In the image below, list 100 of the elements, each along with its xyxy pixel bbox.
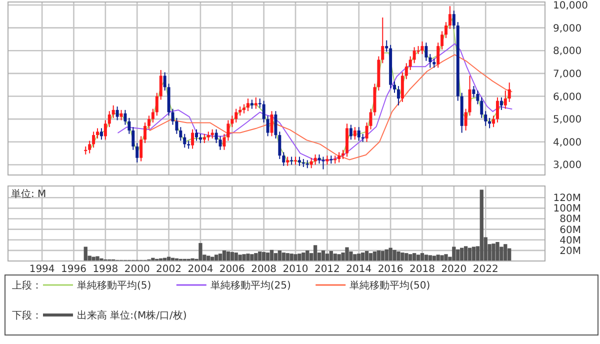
bar xyxy=(266,252,270,261)
candlestick xyxy=(393,80,396,94)
candlestick xyxy=(246,98,250,112)
bar xyxy=(416,254,420,261)
candlestick xyxy=(504,90,507,110)
bar xyxy=(84,246,88,261)
x-tick-label: 1996 xyxy=(61,264,86,275)
bar xyxy=(496,242,500,261)
y-tick-label: 9,000 xyxy=(553,23,582,34)
candlestick xyxy=(112,104,115,118)
candlestick xyxy=(108,110,111,128)
candlestick xyxy=(314,154,317,166)
bar xyxy=(388,248,392,261)
candlestick xyxy=(230,115,234,128)
candlestick xyxy=(124,109,127,126)
bar xyxy=(472,246,476,261)
bar xyxy=(325,254,330,261)
candlestick xyxy=(452,10,456,30)
x-tick-label: 1998 xyxy=(92,264,118,275)
candlestick xyxy=(472,85,476,98)
bar xyxy=(313,245,318,261)
x-tick-label: 2012 xyxy=(314,264,340,275)
bar xyxy=(380,250,384,261)
legend-label: 出来高 単位:(M株/口/枚) xyxy=(77,310,187,322)
bar xyxy=(400,252,404,261)
bar xyxy=(230,252,234,261)
candlestick xyxy=(432,58,436,68)
candlestick xyxy=(480,96,484,118)
bar xyxy=(408,254,412,261)
candlestick xyxy=(412,46,416,64)
candlestick xyxy=(298,156,301,166)
y-tick-label: 4,000 xyxy=(553,137,582,148)
legend-title: 上段： xyxy=(12,280,42,292)
candlestick xyxy=(385,40,388,52)
candlestick xyxy=(408,56,412,71)
candlestick xyxy=(100,128,103,140)
bar xyxy=(254,253,258,261)
candlestick xyxy=(116,106,119,121)
candlestick xyxy=(218,136,222,150)
x-tick-label: 2002 xyxy=(156,264,182,275)
candlestick xyxy=(492,115,496,128)
x-tick-label: 2010 xyxy=(282,264,308,275)
bar xyxy=(456,249,460,261)
line-series xyxy=(118,43,512,161)
candlestick xyxy=(175,117,178,134)
bar xyxy=(246,254,250,261)
bar xyxy=(349,251,353,261)
bar xyxy=(333,254,337,261)
candlestick xyxy=(496,96,499,124)
x-tick-label: 2004 xyxy=(188,264,214,275)
bar xyxy=(250,254,254,261)
legend-label: 単純移動平均(5) xyxy=(77,280,152,292)
bar xyxy=(412,253,416,261)
candlestick xyxy=(322,156,325,170)
bar xyxy=(345,247,349,261)
bar xyxy=(464,246,468,261)
candlestick xyxy=(400,72,404,102)
candlestick xyxy=(226,120,230,142)
candlestick xyxy=(128,117,131,134)
candlestick xyxy=(132,126,135,150)
candlestick xyxy=(206,131,210,142)
bar xyxy=(508,248,512,261)
candlestick xyxy=(424,42,428,62)
y-tick-label: 100M xyxy=(553,204,581,215)
candlestick xyxy=(338,152,341,163)
y-tick-label: 40M xyxy=(560,235,581,246)
x-tick-label: 2020 xyxy=(441,264,467,275)
bar xyxy=(206,256,210,261)
bar xyxy=(262,252,266,261)
candlestick xyxy=(278,131,282,160)
bar xyxy=(420,253,424,261)
bar xyxy=(432,256,436,261)
candlestick xyxy=(163,72,166,92)
candlestick xyxy=(140,136,143,162)
candlestick xyxy=(96,128,99,139)
bar xyxy=(274,253,278,261)
bar xyxy=(424,254,428,261)
bar xyxy=(234,252,238,261)
bar xyxy=(282,252,286,261)
candlestick xyxy=(195,128,198,142)
x-tick-label: 2006 xyxy=(219,264,245,275)
candlestick xyxy=(476,90,480,105)
candlestick xyxy=(464,108,468,131)
bar xyxy=(218,254,222,261)
candlestick xyxy=(191,128,194,150)
candlestick xyxy=(242,104,246,114)
bar xyxy=(436,254,440,261)
y-tick-label: 5,000 xyxy=(553,114,582,126)
y-tick-label: 20M xyxy=(560,246,581,257)
y-tick-label: 6,000 xyxy=(553,92,582,103)
bar xyxy=(321,250,326,261)
bar xyxy=(214,254,218,261)
bar xyxy=(364,250,369,261)
candlestick xyxy=(448,6,452,30)
bar xyxy=(428,255,432,261)
candlestick xyxy=(440,30,444,50)
line-series xyxy=(149,54,512,160)
candlestick xyxy=(365,122,368,142)
bar xyxy=(404,253,408,261)
candlestick xyxy=(92,131,96,148)
